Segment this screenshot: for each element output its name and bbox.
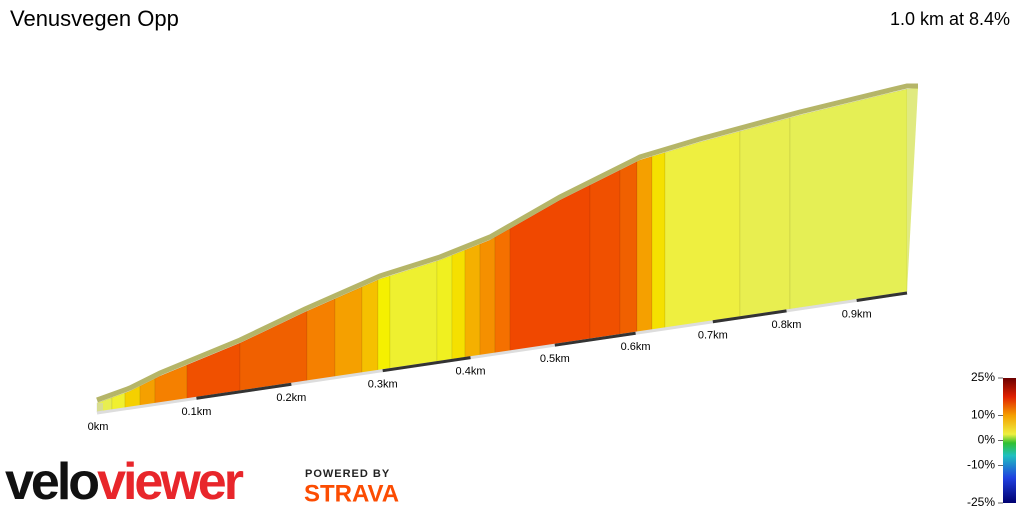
profile-segment	[509, 184, 591, 352]
profile-segment	[664, 130, 741, 329]
colorbar-label: -25%	[967, 495, 995, 509]
profile-segment	[619, 161, 638, 335]
profile-segment	[306, 298, 336, 382]
x-tick-label: 0.9km	[842, 308, 872, 320]
profile-segment	[739, 117, 791, 318]
color-bar	[1003, 378, 1016, 503]
tick-band	[196, 382, 292, 400]
profile-segment	[436, 254, 453, 362]
profile-segment	[636, 155, 653, 333]
x-tick-label: 0.5km	[540, 353, 570, 365]
x-tick-label: 0km	[88, 421, 109, 433]
strava-logo: STRAVA	[304, 480, 399, 507]
powered-by: POWERED BY	[305, 468, 390, 480]
colorbar-label: 25%	[971, 370, 995, 384]
profile-top	[96, 83, 918, 403]
tick-band	[382, 356, 471, 373]
profile-segment	[361, 279, 379, 374]
profile-segment	[464, 243, 481, 358]
colorbar-label: 10%	[971, 408, 995, 422]
logo-left: velo	[5, 453, 98, 511]
profile-segment	[451, 249, 466, 360]
profile-front	[97, 403, 103, 412]
x-tick-label: 0.8km	[772, 319, 802, 331]
x-tick-label: 0.2km	[276, 392, 306, 404]
x-tick-label: 0.7km	[698, 330, 728, 342]
chart-subtitle: 1.0 km at 8.4%	[890, 9, 1010, 29]
tick-band	[856, 291, 908, 302]
profile-segment	[789, 88, 908, 310]
logo-right: viewer	[97, 453, 244, 511]
colorbar-label: 0%	[978, 433, 996, 447]
profile-segment	[389, 260, 438, 369]
profile	[96, 83, 918, 415]
profile-segment	[479, 236, 496, 356]
colorbar-label: -10%	[967, 458, 995, 472]
profile-segment	[651, 152, 666, 331]
tick-band	[554, 331, 636, 347]
chart-title: Venusvegen Opp	[10, 6, 179, 31]
tick-band	[712, 309, 787, 324]
logo: veloviewer	[5, 453, 244, 511]
x-tick-label: 0.6km	[621, 341, 651, 353]
profile-segment	[494, 228, 511, 354]
x-tick-label: 0.1km	[181, 406, 211, 418]
x-tick-label: 0.4km	[456, 366, 486, 378]
profile-side	[907, 88, 918, 292]
profile-segment	[377, 275, 391, 371]
profile-segment	[589, 169, 621, 340]
x-tick-label: 0.3km	[368, 379, 398, 391]
profile-segment	[334, 286, 363, 378]
